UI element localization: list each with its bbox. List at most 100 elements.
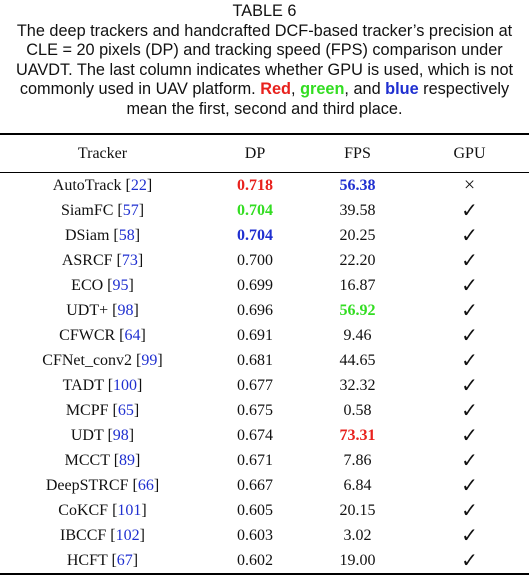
header-row: Tracker DP FPS GPU bbox=[0, 134, 529, 173]
column-header: Tracker bbox=[0, 134, 205, 173]
table-row: CoKCF [101] 0.605 20.15 ✓ bbox=[0, 498, 529, 523]
tracker-name: ] bbox=[146, 176, 153, 194]
gpu-cell: ✓ bbox=[461, 450, 478, 472]
tracker-cell: CFWCR [64] bbox=[0, 323, 205, 348]
table-row: TADT [100] 0.677 32.32 ✓ bbox=[0, 373, 529, 398]
citation: 101 bbox=[117, 501, 142, 519]
tracker-name: TADT [ bbox=[62, 376, 114, 394]
citation: 58 bbox=[118, 226, 135, 244]
caption-part: , and bbox=[344, 80, 386, 98]
fps-cell: 9.46 bbox=[343, 326, 372, 344]
caption-part: , bbox=[291, 80, 301, 98]
tracker-name: IBCCF [ bbox=[60, 526, 116, 544]
caption-part: Red bbox=[260, 80, 291, 98]
dp-cell: 0.700 bbox=[237, 251, 273, 269]
caption-label: TABLE 6 bbox=[232, 2, 297, 20]
dp-cell: 0.704 bbox=[237, 226, 273, 244]
table-row: CFNet_conv2 [99] 0.681 44.65 ✓ bbox=[0, 348, 529, 373]
gpu-cell: ✓ bbox=[461, 250, 478, 272]
dp-cell: 0.674 bbox=[237, 426, 273, 444]
table-row: UDT [98] 0.674 73.31 ✓ bbox=[0, 423, 529, 448]
caption-part: The deep trackers and handcrafted DCF-ba… bbox=[15, 21, 514, 99]
citation: 100 bbox=[113, 376, 138, 394]
tracker-name: ] bbox=[132, 551, 139, 569]
gpu-cell: ✓ bbox=[461, 400, 478, 422]
gpu-cell: ✓ bbox=[461, 325, 478, 347]
tracker-name: ASRCF [ bbox=[61, 251, 122, 269]
tracker-name: MCPF [ bbox=[65, 401, 118, 419]
table-row: CFWCR [64] 0.691 9.46 ✓ bbox=[0, 323, 529, 348]
citation: 65 bbox=[117, 401, 134, 419]
tracker-name: MCCT [ bbox=[64, 451, 120, 469]
tracker-name: ] bbox=[137, 376, 143, 394]
tracker-cell: TADT [100] bbox=[0, 373, 205, 398]
fps-cell: 44.65 bbox=[339, 351, 376, 369]
tracker-name: DeepSTRCF [ bbox=[45, 476, 138, 494]
tracker-cell: HCFT [67] bbox=[0, 548, 205, 574]
tracker-cell: CoKCF [101] bbox=[0, 498, 205, 523]
table-row: ASRCF [73] 0.700 22.20 ✓ bbox=[0, 248, 529, 273]
tracker-cell: ASRCF [73] bbox=[0, 248, 205, 273]
citation: 98 bbox=[117, 301, 134, 319]
gpu-cell: ✓ bbox=[461, 500, 478, 522]
fps-cell: 20.15 bbox=[339, 501, 376, 519]
tracker-cell: DSiam [58] bbox=[0, 223, 205, 248]
tracker-name: ] bbox=[128, 276, 134, 294]
dp-cell: 0.605 bbox=[237, 501, 273, 519]
citation: 22 bbox=[130, 176, 147, 194]
gpu-cell: ✓ bbox=[461, 375, 478, 397]
citation: 64 bbox=[124, 326, 141, 344]
dp-cell: 0.667 bbox=[237, 476, 273, 494]
column-header: GPU bbox=[410, 134, 529, 173]
dp-cell: 0.699 bbox=[237, 276, 273, 294]
tracker-name: ] bbox=[137, 251, 144, 269]
table-row: DSiam [58] 0.704 20.25 ✓ bbox=[0, 223, 529, 248]
fps-cell: 22.20 bbox=[339, 251, 376, 269]
tracker-name: UDT [ bbox=[70, 426, 113, 444]
tracker-name: ] bbox=[139, 526, 145, 544]
gpu-cell: ✓ bbox=[461, 350, 478, 372]
tracker-name: ] bbox=[128, 426, 135, 444]
tracker-name: CoKCF [ bbox=[58, 501, 118, 519]
gpu-cell: ✓ bbox=[461, 225, 478, 247]
table-row: ECO [95] 0.699 16.87 ✓ bbox=[0, 273, 529, 298]
gpu-cell: × bbox=[463, 174, 476, 196]
gpu-cell: ✓ bbox=[461, 475, 478, 497]
tracker-cell: MCPF [65] bbox=[0, 398, 205, 423]
citation: 98 bbox=[112, 426, 129, 444]
table-row: MCCT [89] 0.671 7.86 ✓ bbox=[0, 448, 529, 473]
dp-cell: 0.718 bbox=[237, 176, 273, 194]
caption-part: green bbox=[300, 80, 345, 98]
table-row: IBCCF [102] 0.603 3.02 ✓ bbox=[0, 523, 529, 548]
citation: 73 bbox=[121, 251, 138, 269]
fps-cell: 56.38 bbox=[339, 176, 376, 194]
dp-cell: 0.704 bbox=[237, 201, 273, 219]
fps-cell: 39.58 bbox=[339, 201, 376, 219]
gpu-cell: ✓ bbox=[461, 425, 478, 447]
tracker-name: ] bbox=[140, 326, 146, 344]
tracker-name: UDT+ [ bbox=[66, 301, 118, 319]
citation: 99 bbox=[141, 351, 158, 369]
fps-cell: 32.32 bbox=[339, 376, 376, 394]
caption-part: respectively mean the first, second and … bbox=[126, 80, 510, 118]
tracker-name: ] bbox=[138, 201, 145, 219]
citation: 67 bbox=[116, 551, 133, 569]
fps-cell: 7.86 bbox=[343, 451, 372, 469]
column-header: FPS bbox=[305, 134, 410, 173]
table-row: MCPF [65] 0.675 0.58 ✓ bbox=[0, 398, 529, 423]
tracker-cell: DeepSTRCF [66] bbox=[0, 473, 205, 498]
fps-cell: 20.25 bbox=[339, 226, 376, 244]
tracker-name: ] bbox=[133, 401, 140, 419]
tracker-name: SiamFC [ bbox=[60, 201, 123, 219]
gpu-cell: ✓ bbox=[461, 300, 478, 322]
tracker-name: ECO [ bbox=[71, 276, 113, 294]
tracker-cell: AutoTrack [22] bbox=[0, 173, 205, 199]
tracker-name: HCFT [ bbox=[66, 551, 117, 569]
table-row: SiamFC [57] 0.704 39.58 ✓ bbox=[0, 198, 529, 223]
gpu-cell: ✓ bbox=[461, 200, 478, 222]
citation: 95 bbox=[112, 276, 129, 294]
tracker-cell: UDT+ [98] bbox=[0, 298, 205, 323]
results-table: Tracker DP FPS GPU AutoTrack [22] 0.718 56.38… bbox=[0, 133, 529, 575]
tracker-cell: IBCCF [102] bbox=[0, 523, 205, 548]
